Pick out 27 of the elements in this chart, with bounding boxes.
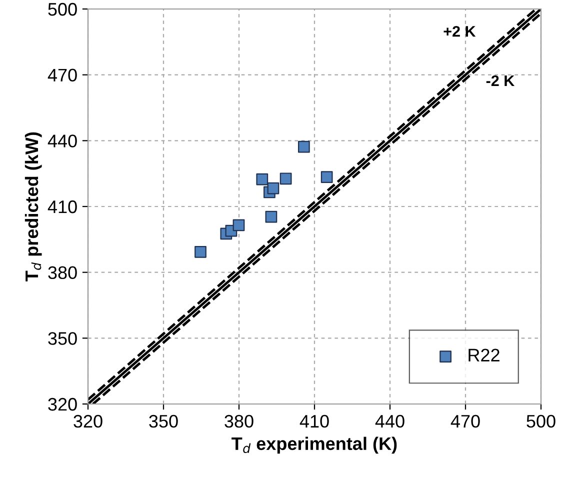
point bbox=[267, 182, 280, 194]
annotation: -2 K bbox=[486, 75, 515, 86]
x-tick-label: 410 bbox=[300, 414, 329, 428]
x-tick-label: 470 bbox=[450, 414, 480, 428]
annotation: +2 K bbox=[444, 26, 476, 37]
point bbox=[280, 172, 292, 185]
y-tick-label: 380 bbox=[48, 266, 77, 280]
y-tick-label: 350 bbox=[48, 332, 77, 345]
y-axis-title: T$_{d}$ predicted (kW) bbox=[24, 132, 42, 282]
point bbox=[256, 173, 268, 186]
x-tick-label: 320 bbox=[74, 414, 102, 428]
x-tick-label: 380 bbox=[224, 414, 254, 428]
x-axis-title: T$_{d}$ experimental (K) bbox=[232, 436, 397, 454]
x-tick-label: 350 bbox=[149, 414, 178, 428]
y-tick-label: 500 bbox=[48, 2, 77, 16]
point bbox=[232, 219, 245, 232]
y-tick-label: 320 bbox=[48, 398, 77, 411]
y-tick-label: 410 bbox=[48, 200, 77, 214]
point bbox=[298, 140, 310, 153]
legend-label: R22 bbox=[468, 348, 500, 362]
point bbox=[194, 246, 206, 258]
point bbox=[320, 171, 333, 184]
point bbox=[265, 210, 278, 223]
y-tick-label: 440 bbox=[48, 134, 77, 148]
y-tick-label: 470 bbox=[48, 68, 77, 82]
x-tick-label: 440 bbox=[375, 414, 404, 428]
x-tick-label: 500 bbox=[526, 414, 556, 428]
